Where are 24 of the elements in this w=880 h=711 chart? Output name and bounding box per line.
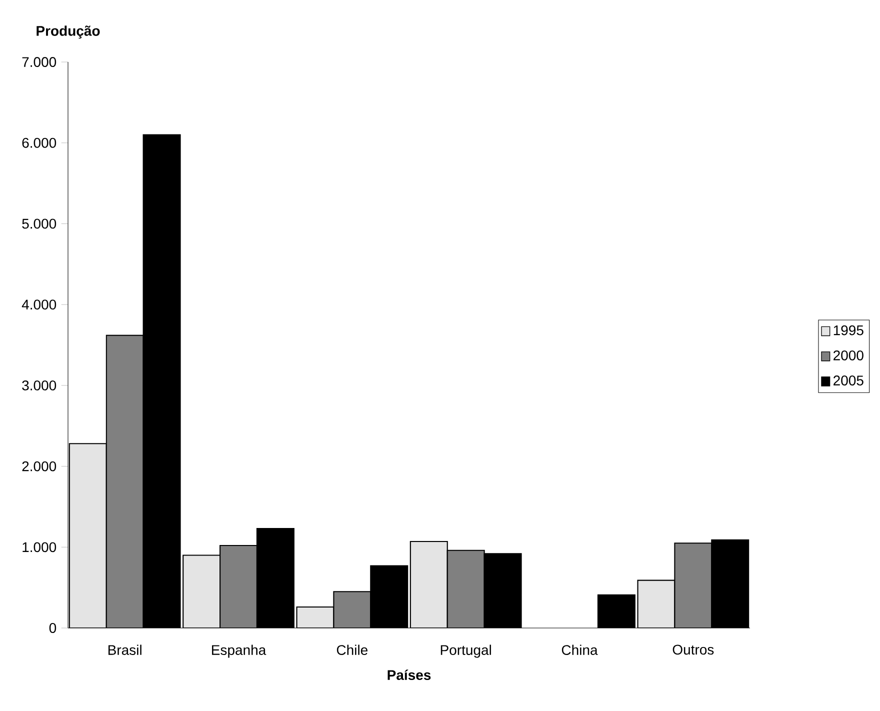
y-tick-label: 5.000 [22,218,56,229]
x-tick-label: Espanha [212,644,266,658]
bar [446,550,485,628]
bar [106,334,144,628]
x-axis-title: Países [388,670,431,680]
y-tick-label: 6.000 [22,138,56,148]
x-tick-label: Portugal [440,644,491,658]
y-tick-label: 1.000 [22,542,56,552]
bar [333,591,372,628]
y-tick-label: 2.000 [22,461,56,472]
y-tick-label: 0 [49,623,56,633]
y-axis-title: Produção [36,26,100,39]
x-tick-label: China [562,644,598,655]
y-tick-label: 7.000 [22,57,56,67]
bar [220,544,258,628]
x-tick-label: Brasil [108,644,142,655]
x-tick-label: Chile [336,644,368,655]
y-tick-label: 4.000 [22,300,56,310]
x-tick-label: Outros [672,644,714,655]
bar [674,542,712,628]
legend-label: 2000 [834,350,864,360]
legend-label: 2005 [834,376,864,386]
legend-label: 1995 [834,325,864,336]
y-tick-label: 3.000 [22,380,56,390]
